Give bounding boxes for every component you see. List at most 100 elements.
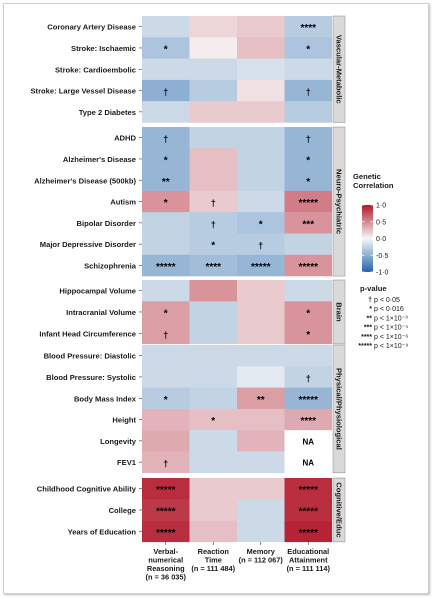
heatmap-cell (237, 520, 285, 543)
heatmap-cell (284, 254, 332, 277)
row-label: Type 2 Diabetes (79, 108, 136, 117)
heatmap-cell (284, 478, 332, 500)
heatmap-cell (284, 520, 332, 543)
significance-mark: * (259, 219, 263, 230)
significance-mark: * (164, 155, 168, 166)
heatmap-cell (284, 16, 332, 38)
pvalue-legend-symbol: † (368, 297, 372, 304)
colorbar-tick-label: -0·5 (376, 253, 389, 260)
heatmap-cell (237, 79, 285, 102)
group-strip (332, 279, 346, 345)
heatmap-cell (142, 366, 190, 388)
heatmap-cell (284, 79, 332, 102)
row-label: Body Mass Index (74, 394, 137, 403)
heatmap-cell (284, 345, 332, 367)
heatmap-cell (189, 212, 237, 234)
heatmap-cell (237, 322, 285, 345)
colorbar-tick-label: 1·0 (376, 203, 386, 210)
heatmap-cell (237, 254, 285, 277)
heatmap-cell (189, 478, 237, 500)
heatmap-cell (284, 212, 332, 234)
significance-mark: * (306, 44, 310, 55)
significance-mark: † (163, 330, 168, 340)
group-label: Brain (335, 302, 344, 322)
heatmap-cell (237, 58, 285, 81)
group-label: Vascular-Metabolic (335, 35, 344, 104)
heatmap-cell (237, 366, 285, 388)
heatmap-cell (189, 301, 237, 323)
heatmap-cell (142, 387, 190, 410)
heatmap-cell (189, 499, 237, 521)
pvalue-legend-symbol: **** (361, 334, 372, 341)
heatmap-cell (142, 169, 190, 192)
heatmap-cell (237, 387, 285, 410)
group-label: Cognitive/Educ (335, 482, 344, 537)
heatmap-cell (142, 127, 190, 149)
heatmap-cell (189, 37, 237, 59)
row-label: Years of Education (68, 527, 137, 536)
column-label: Time (205, 556, 222, 565)
column-label: (n = 111 114) (287, 564, 331, 573)
heatmap-cell (189, 233, 237, 255)
genetic-correlation-heatmap: ****Coronary Artery Disease* *Stroke: Isc… (30, 15, 408, 582)
row-label: Stroke: Large Vessel Disease (30, 87, 136, 96)
heatmap-cell (237, 301, 285, 323)
row-label: ADHD (114, 134, 136, 143)
heatmap-cell (237, 148, 285, 170)
group-strip (332, 477, 346, 543)
heatmap-cell (142, 79, 190, 102)
heatmap-cell (237, 127, 285, 149)
significance-mark: ** (162, 177, 170, 188)
colorbar-title: Correlation (353, 181, 394, 190)
figure-frame: **** Coronary Artery Disease * * Stroke: Isc… (3, 3, 429, 594)
heatmap-cell (142, 322, 190, 345)
significance-mark: * (306, 177, 310, 188)
row-label: Blood Pressure: Systolic (46, 373, 136, 382)
row-label: Longevity (100, 437, 137, 446)
heatmap-cell (189, 101, 237, 123)
significance-mark: † (306, 134, 311, 144)
row-label: Infant Head Circumference (39, 329, 136, 338)
significance-mark: † (211, 219, 216, 229)
heatmap-cell (237, 451, 285, 473)
heatmap-cell (284, 127, 332, 149)
heatmap-cell (142, 190, 190, 213)
heatmap-cell (284, 37, 332, 59)
heatmap-cell (189, 148, 237, 170)
row-label: Coronary Artery Disease (47, 23, 136, 32)
heatmap-cell (142, 478, 190, 500)
row-label: College (109, 506, 136, 515)
row-label: Autism (110, 198, 136, 207)
heatmap-cell (142, 37, 190, 59)
heatmap-cell (189, 79, 237, 102)
group-label: Neuro-Psychiatric (335, 169, 344, 234)
heatmap-cell (189, 387, 237, 410)
group-label: Physical/Physiological (335, 368, 344, 450)
heatmap-cell (142, 345, 190, 367)
pvalue-legend-title: p-value (360, 284, 387, 293)
heatmap-cell (284, 280, 332, 302)
significance-mark: * (306, 308, 310, 319)
significance-mark: * (164, 44, 168, 55)
heatmap-cell (142, 301, 190, 323)
heatmap-cell (142, 16, 190, 38)
significance-mark: † (306, 87, 311, 97)
heatmap-cell (189, 366, 237, 388)
significance-mark: ***** (156, 528, 176, 539)
heatmap-cell (189, 190, 237, 213)
pvalue-legend-label: p < 1×10⁻³ (374, 315, 408, 322)
row-label: Stroke: Ischaemic (71, 44, 136, 53)
heatmap-cell (189, 169, 237, 192)
heatmap-cell (237, 190, 285, 213)
pvalue-legend-label: p < 1×10⁻⁵ (374, 325, 408, 332)
significance-mark: † (306, 373, 311, 383)
significance-mark: * (164, 308, 168, 319)
heatmap-cell (237, 478, 285, 500)
significance-mark: ***** (299, 395, 319, 406)
group-strip (332, 15, 346, 123)
significance-mark: * (306, 155, 310, 166)
group-strip (332, 344, 346, 474)
heatmap-cell (237, 16, 285, 38)
column-label: Memory (247, 547, 276, 556)
column-label: numerical (148, 556, 183, 565)
